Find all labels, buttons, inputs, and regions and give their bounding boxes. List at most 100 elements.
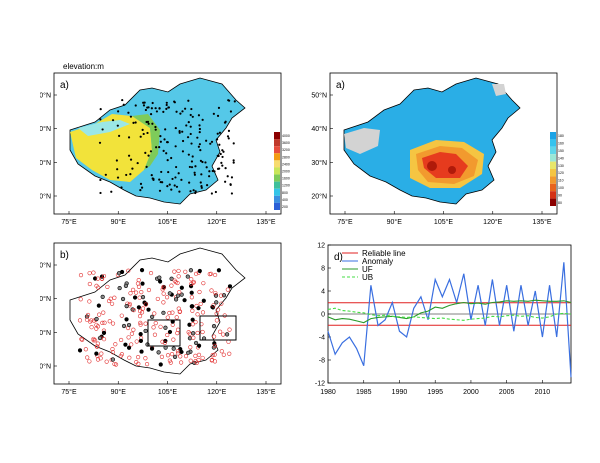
station-dot — [139, 189, 142, 192]
station-circle — [227, 327, 232, 332]
station-circle — [213, 293, 219, 298]
station-dot — [185, 124, 188, 127]
station-circle — [138, 320, 143, 325]
panel-label-a1: a) — [60, 80, 69, 91]
station-circle — [99, 276, 105, 281]
station-circle — [139, 267, 145, 273]
colorbar-label: 400 — [282, 198, 288, 202]
station-dot — [190, 107, 193, 111]
anomaly-series — [327, 262, 572, 378]
station-circle — [133, 290, 139, 295]
elevation-title: elevation:m — [63, 62, 104, 71]
station-dot — [131, 167, 134, 170]
station-dot — [166, 185, 169, 188]
station-circle — [191, 335, 196, 340]
station-circle — [94, 316, 99, 322]
station-dot — [224, 180, 227, 183]
station-circle — [227, 284, 233, 289]
colorbar-label: 140 — [558, 156, 564, 160]
colorbar-label: 4000 — [282, 134, 290, 138]
station-circle — [144, 362, 150, 367]
colorbar-swatch — [274, 195, 280, 203]
station-circle — [167, 291, 172, 296]
station-dot — [164, 128, 167, 131]
station-circle — [158, 362, 163, 367]
station-circle — [196, 343, 202, 348]
station-dot — [199, 159, 202, 162]
station-dot — [205, 139, 208, 142]
station-circle — [126, 335, 131, 340]
y-tick-label: 12 — [317, 243, 325, 250]
station-dot — [145, 165, 148, 168]
station-circle — [85, 312, 91, 318]
station-circle — [161, 291, 166, 296]
station-dot — [150, 107, 153, 110]
station-dot — [144, 108, 147, 112]
station-dot — [224, 167, 227, 170]
station-circle — [170, 310, 175, 315]
station-circle — [100, 320, 105, 325]
station-circle — [95, 341, 100, 346]
x-tick-label: 2010 — [535, 389, 551, 396]
station-dot — [217, 106, 221, 109]
station-dot — [167, 170, 170, 174]
station-circle — [175, 293, 181, 298]
station-circle — [124, 304, 129, 309]
station-dot — [205, 166, 208, 169]
station-dot — [208, 170, 211, 173]
station-dot — [178, 190, 181, 193]
station-dot — [125, 173, 128, 177]
station-circle — [126, 322, 132, 328]
station-circle — [77, 348, 83, 353]
station-dot — [158, 145, 161, 149]
station-dot — [165, 107, 168, 110]
station-dot — [159, 140, 162, 143]
x-tick-label: 1985 — [356, 389, 372, 396]
station-dot — [147, 154, 150, 157]
lon-tick-label: 75°E — [61, 218, 77, 226]
station-circle — [119, 269, 125, 275]
x-tick-label: 1995 — [427, 389, 443, 396]
y-tick-label: 0 — [321, 312, 325, 319]
station-dot — [210, 140, 214, 143]
station-circle — [112, 295, 117, 300]
lon-tick-label: 105°E — [158, 218, 177, 226]
station-dot — [204, 161, 207, 164]
station-dot — [230, 176, 234, 179]
lat-tick-label: 30°N — [311, 159, 327, 167]
station-circle — [214, 311, 219, 316]
ub-series — [327, 307, 572, 321]
station-circle — [167, 329, 173, 335]
station-circle — [212, 272, 218, 278]
station-circle — [168, 360, 173, 365]
station-dot — [194, 191, 197, 195]
station-circle — [131, 327, 136, 332]
station-dot — [218, 131, 222, 134]
station-circle — [187, 336, 193, 341]
station-dot — [139, 135, 142, 138]
station-circle — [140, 281, 145, 286]
station-dot — [99, 118, 102, 121]
station-circle — [102, 320, 107, 325]
station-circle — [110, 350, 116, 355]
colorbar-swatch — [550, 161, 556, 169]
station-dot — [226, 175, 229, 178]
station-circle — [190, 308, 195, 313]
colorbar-label: 110 — [558, 179, 564, 183]
station-dot — [189, 190, 192, 193]
station-dot — [205, 184, 209, 187]
station-dot — [190, 160, 194, 163]
count-grey-west — [344, 128, 380, 154]
station-circle — [120, 296, 126, 302]
station-dot — [213, 170, 216, 173]
station-circle — [123, 283, 129, 288]
station-circle — [193, 271, 199, 276]
station-circle — [218, 293, 224, 298]
station-circle — [212, 341, 217, 346]
station-circle — [78, 273, 84, 278]
lon-tick-label: 135°E — [256, 388, 275, 396]
station-dot — [200, 173, 203, 176]
station-dot — [210, 192, 213, 195]
lon-tick-label: 120°E — [483, 218, 502, 226]
